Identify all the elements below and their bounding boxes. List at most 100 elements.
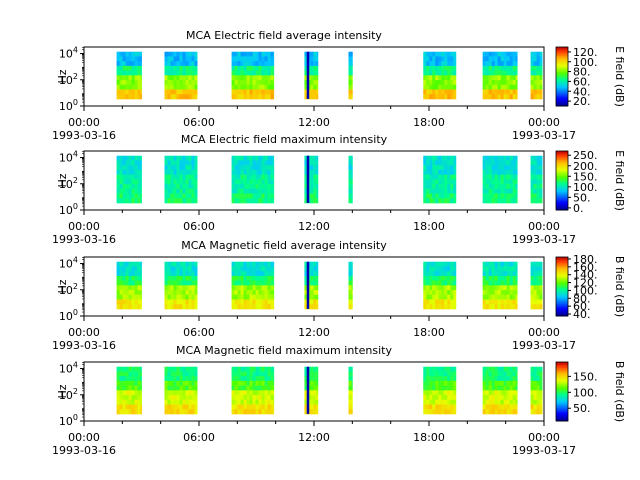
spectrogram-cell bbox=[170, 174, 174, 180]
spectrogram-cell bbox=[170, 380, 174, 386]
spectrogram-cell bbox=[164, 94, 168, 100]
spectrogram-cell bbox=[176, 80, 180, 86]
spectrogram-cell bbox=[488, 385, 493, 391]
spectrogram-cell bbox=[515, 304, 518, 310]
spectrogram-cell bbox=[273, 366, 275, 372]
spectrogram-cell bbox=[243, 198, 247, 204]
spectrogram-cell bbox=[506, 94, 511, 100]
spectrogram-cell bbox=[530, 61, 534, 67]
spectrogram-cell bbox=[512, 404, 517, 410]
spectrogram-cell bbox=[426, 70, 430, 76]
spectrogram-cell bbox=[497, 385, 502, 391]
spectrogram-cell bbox=[450, 188, 454, 194]
colorbar-swatch bbox=[556, 282, 568, 285]
spectrogram-cell bbox=[447, 366, 451, 372]
spectrogram-cell bbox=[176, 366, 180, 372]
spectrogram-cell bbox=[122, 51, 126, 57]
x-tick-date-label: 1993-03-16 bbox=[52, 444, 116, 457]
spectrogram-cell bbox=[191, 376, 195, 382]
spectrogram-cell bbox=[131, 75, 135, 81]
spectrogram-cell bbox=[237, 56, 241, 62]
spectrogram-cell bbox=[488, 193, 493, 199]
spectrogram-cell bbox=[252, 261, 256, 267]
spectrogram-cell bbox=[267, 266, 271, 272]
spectrogram-cell bbox=[450, 94, 454, 100]
colorbar-swatch bbox=[556, 67, 568, 70]
spectrogram-cell bbox=[122, 174, 126, 180]
spectrogram-cell bbox=[182, 51, 186, 57]
spectrogram-cell bbox=[500, 376, 505, 382]
spectrogram-cell bbox=[255, 395, 259, 401]
spectrogram-cell bbox=[273, 165, 275, 171]
spectrogram-cell bbox=[438, 169, 442, 175]
spectrogram-cell bbox=[515, 193, 518, 199]
spectrogram-cell bbox=[539, 404, 543, 410]
spectrogram-cell bbox=[137, 174, 141, 180]
spectrogram-cell bbox=[194, 285, 198, 291]
spectrogram-cell bbox=[426, 261, 430, 267]
spectrogram-cell bbox=[512, 179, 517, 185]
spectrogram-cell bbox=[140, 169, 142, 175]
spectrogram-cell bbox=[441, 261, 445, 267]
spectrogram-cell bbox=[351, 165, 353, 171]
spectrogram-cell bbox=[441, 271, 445, 277]
spectrogram-cell bbox=[313, 404, 317, 410]
colorbar-swatch bbox=[556, 202, 568, 205]
spectrogram-cell bbox=[506, 169, 511, 175]
spectrogram-cell bbox=[351, 275, 353, 281]
spectrogram-cell bbox=[255, 290, 259, 296]
spectrogram-cell bbox=[497, 395, 502, 401]
spectrogram-cell bbox=[491, 184, 496, 190]
spectrogram-cell bbox=[261, 399, 265, 405]
spectrogram-cell bbox=[494, 399, 499, 405]
spectrogram-cell bbox=[134, 84, 138, 90]
spectrogram-cell bbox=[494, 271, 499, 277]
spectrogram-cell bbox=[125, 94, 129, 100]
spectrogram-cell bbox=[182, 285, 186, 291]
spectrogram-cell bbox=[351, 188, 353, 194]
spectrogram-cell bbox=[188, 275, 192, 281]
spectrogram-cell bbox=[503, 198, 508, 204]
spectrogram-cell bbox=[261, 376, 265, 382]
spectrogram-cell bbox=[351, 198, 353, 204]
spectrogram-cell bbox=[482, 371, 487, 377]
spectrogram-cell bbox=[435, 75, 439, 81]
spectrogram-cell bbox=[188, 290, 192, 296]
spectrogram-cell bbox=[491, 380, 496, 386]
spectrogram-cell bbox=[488, 51, 493, 57]
colorbar-swatch bbox=[556, 199, 568, 202]
spectrogram-cell bbox=[170, 399, 174, 405]
spectrogram-cell bbox=[246, 404, 250, 410]
spectrogram-cell bbox=[264, 174, 268, 180]
spectrogram-cell bbox=[164, 198, 168, 204]
spectrogram-cell bbox=[258, 165, 262, 171]
spectrogram-cell bbox=[140, 404, 142, 410]
spectrogram-cell bbox=[503, 390, 508, 396]
spectrogram-cell bbox=[240, 70, 244, 76]
spectrogram-cell bbox=[131, 280, 135, 286]
spectrogram-cell bbox=[243, 80, 247, 86]
spectrogram-cell bbox=[512, 271, 517, 277]
spectrogram-cell bbox=[444, 188, 448, 194]
spectrogram-cell bbox=[485, 198, 490, 204]
spectrogram-cell bbox=[491, 89, 496, 95]
spectrogram-cell bbox=[500, 84, 505, 90]
spectrogram-cell bbox=[179, 285, 183, 291]
spectrogram-cell bbox=[237, 198, 241, 204]
spectrogram-cell bbox=[116, 193, 120, 199]
spectrogram-cell bbox=[497, 285, 502, 291]
spectrogram-cell bbox=[182, 80, 186, 86]
spectrogram-cell bbox=[167, 285, 171, 291]
spectrogram-cell bbox=[310, 390, 314, 396]
spectrogram-cell bbox=[255, 399, 259, 405]
spectrogram-cell bbox=[273, 84, 275, 90]
spectrogram-cell bbox=[351, 409, 353, 415]
spectrogram-cell bbox=[316, 56, 319, 62]
colorbar-frame bbox=[555, 46, 569, 107]
spectrogram-cell bbox=[122, 89, 126, 95]
spectrogram-cell bbox=[494, 385, 499, 391]
spectrogram-cell bbox=[494, 84, 499, 90]
colorbar-swatch bbox=[556, 193, 568, 196]
spectrogram-cell bbox=[252, 294, 256, 300]
spectrogram-cell bbox=[131, 275, 135, 281]
